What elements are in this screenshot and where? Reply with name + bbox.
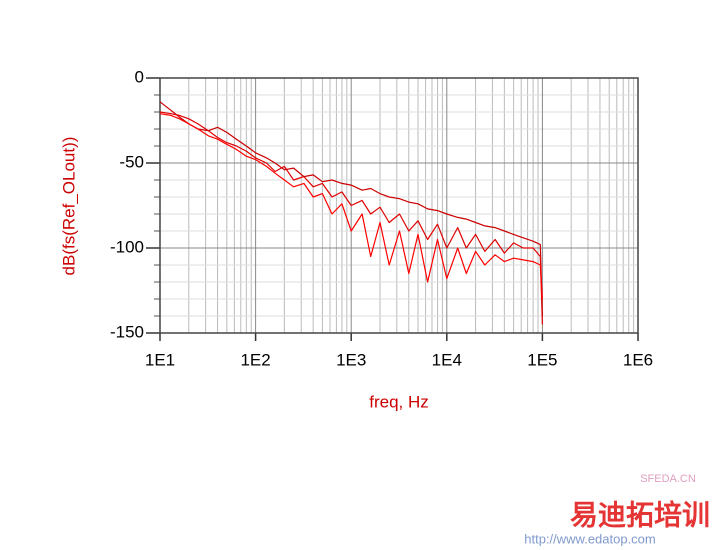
y-tick-label: -50 bbox=[119, 152, 144, 171]
line-series bbox=[159, 101, 543, 317]
x-tick-label: 1E5 bbox=[527, 350, 557, 369]
x-axis-label: freq, Hz bbox=[369, 392, 429, 411]
watermark-site: SFEDA.CN bbox=[640, 473, 696, 485]
y-tick-label: -150 bbox=[110, 322, 144, 341]
y-tick-label: 0 bbox=[135, 67, 144, 86]
x-tick-label: 1E2 bbox=[240, 350, 270, 369]
watermark-url: http://www.edatop.com bbox=[524, 531, 656, 546]
y-tick-label: -100 bbox=[110, 237, 144, 256]
x-tick-label: 1E4 bbox=[432, 350, 462, 369]
line-series bbox=[159, 113, 543, 300]
x-tick-label: 1E1 bbox=[145, 350, 175, 369]
line-series bbox=[159, 111, 543, 325]
x-tick-label: 1E6 bbox=[623, 350, 653, 369]
x-tick-label: 1E3 bbox=[336, 350, 366, 369]
watermark-brand: 易迪拓培训 bbox=[570, 498, 710, 530]
y-axis-label: dB(fs(Ref_OLout)) bbox=[59, 137, 78, 276]
plot-frame bbox=[159, 77, 639, 334]
